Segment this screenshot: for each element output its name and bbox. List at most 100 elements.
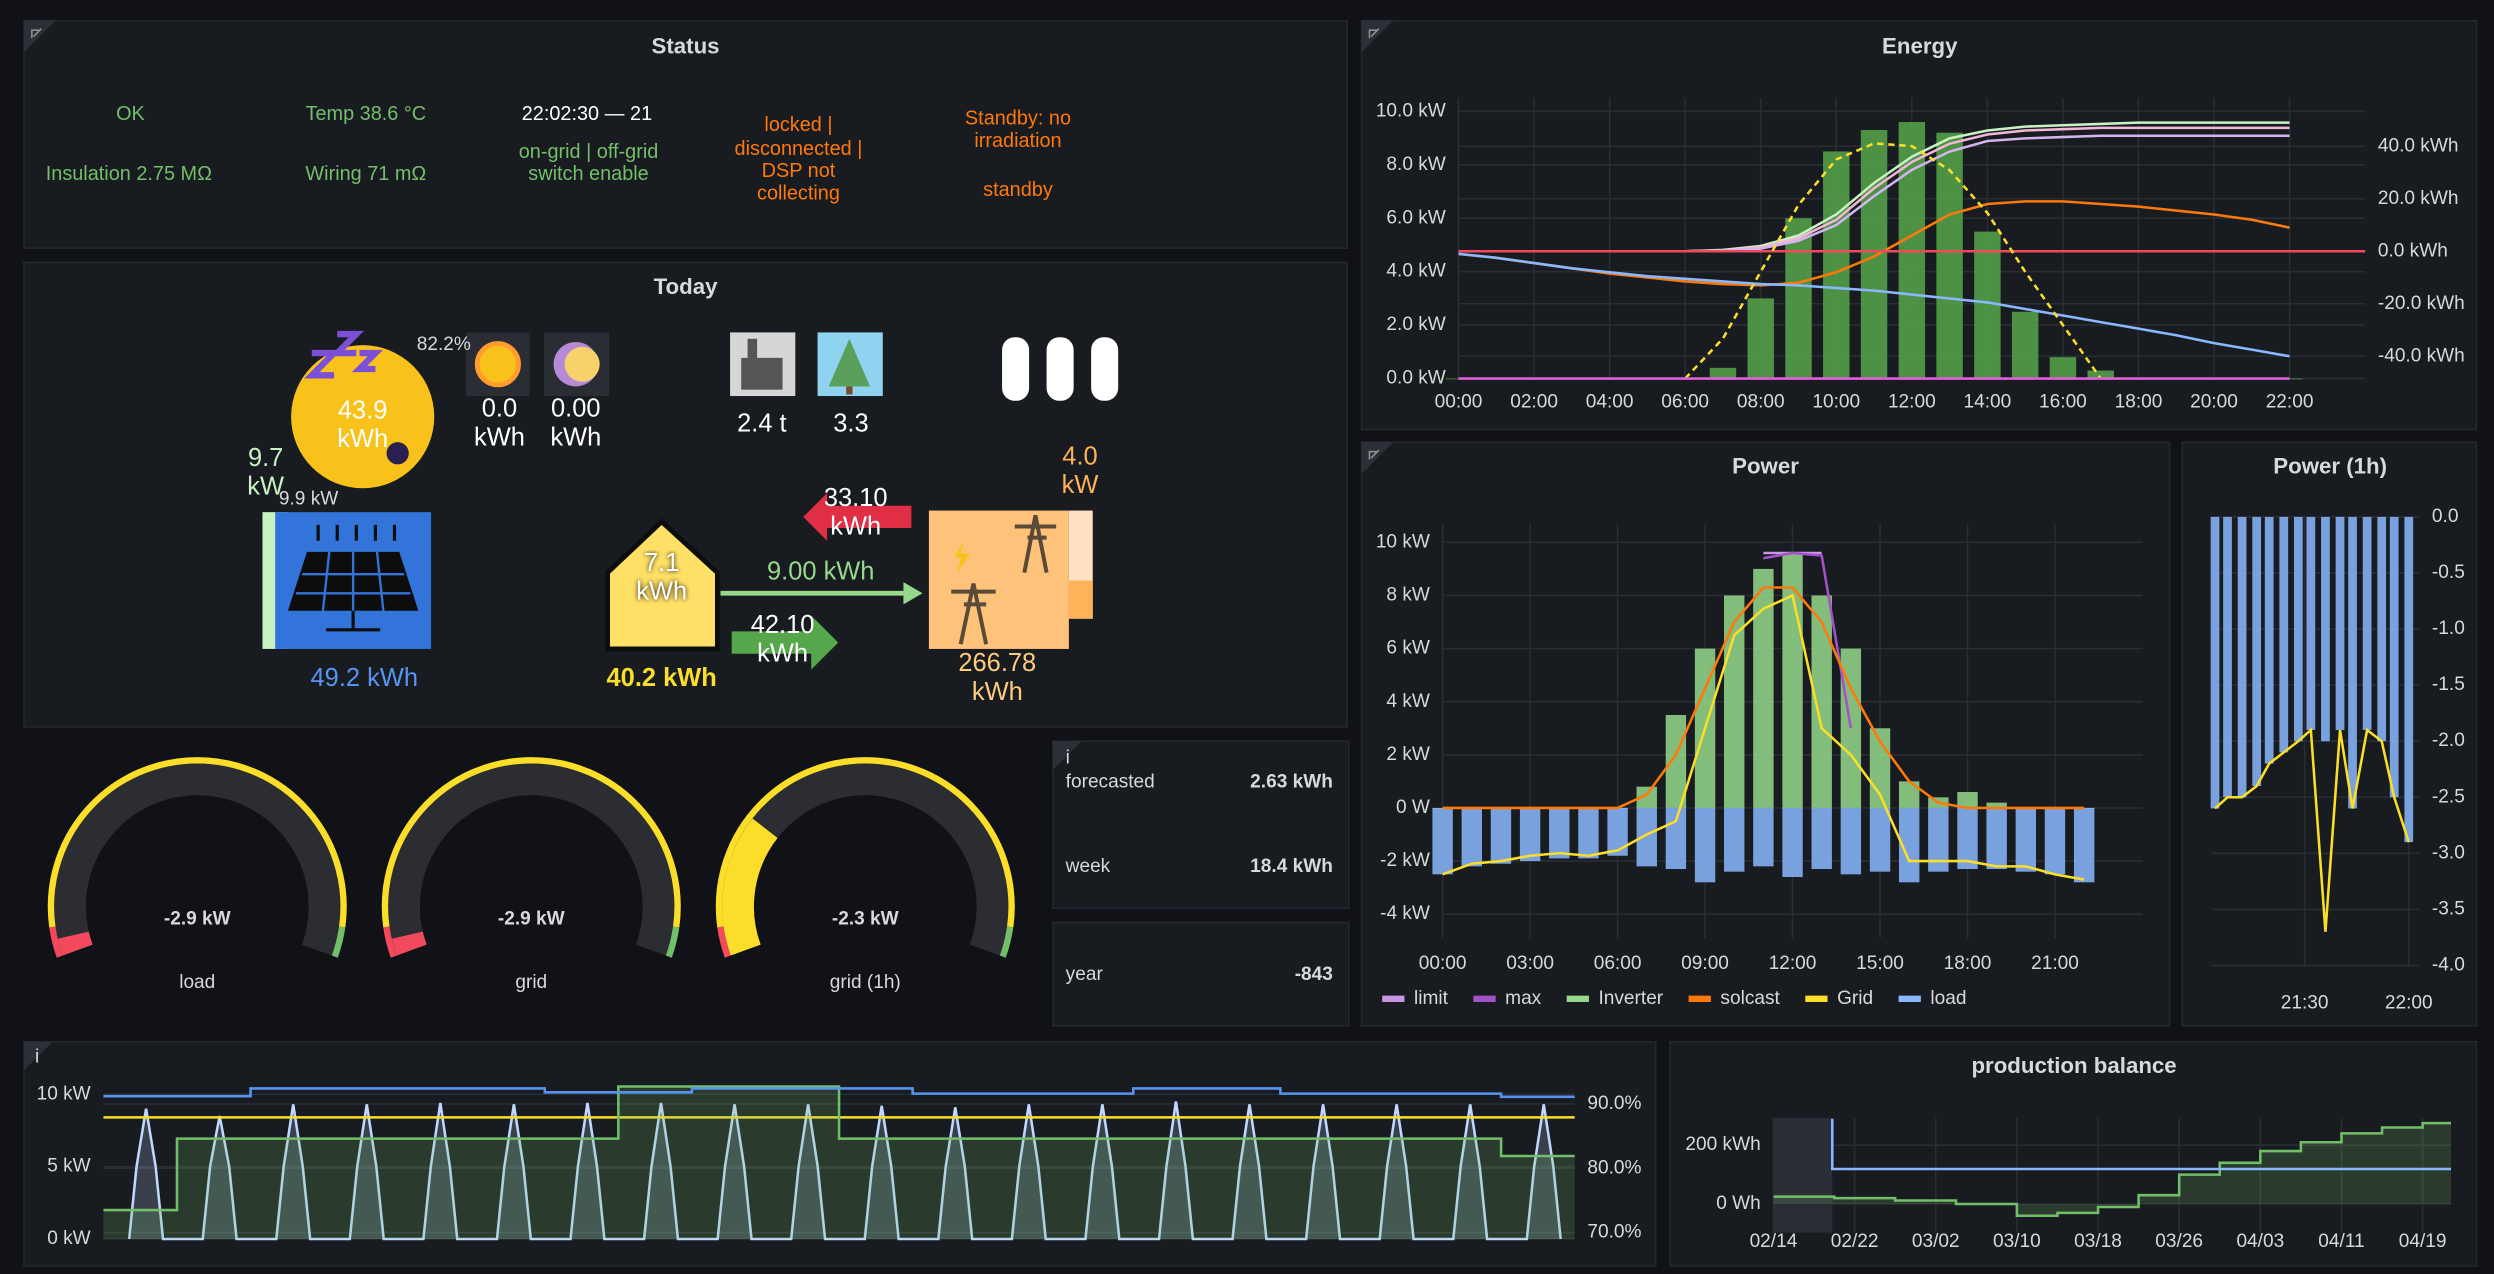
line <box>2214 727 2410 932</box>
bar <box>1860 130 1888 379</box>
x-tick-label: 09:00 <box>1681 953 1729 974</box>
status-state: disconnected | <box>735 138 863 160</box>
y-tick-label: 8.0 kW <box>1386 154 1445 175</box>
x-tick-label: 10:00 <box>1812 391 1860 412</box>
area-fill <box>1773 1123 2452 1216</box>
link-icons <box>31 28 1380 460</box>
status-switch: on-grid | off-grid <box>519 141 659 163</box>
today-panel <box>23 261 1348 728</box>
y2-tick-label: 70.0% <box>1587 1222 1641 1243</box>
house-energy-text: 7.1 kWh <box>636 550 688 606</box>
bar <box>2223 516 2232 798</box>
bar <box>1709 367 1737 379</box>
line <box>1458 252 2290 358</box>
grid-export-text: 42.10 kWh <box>750 612 815 669</box>
bar <box>2210 516 2220 809</box>
bar <box>2252 516 2262 787</box>
bar <box>2264 516 2274 764</box>
forecast-today: 0.0 kWh <box>474 396 525 452</box>
bar <box>2279 516 2289 753</box>
chart: Power (1h) 0.0 -0.5 -1.0 -1.5 -2.0 -2.5 -3.0 -3.… <box>2210 453 2465 1014</box>
bar <box>2087 370 2114 379</box>
y2-tick-label: 40.0 kWh <box>2378 135 2459 156</box>
y2-tick-label: -40.0 kWh <box>2378 345 2465 366</box>
week-label: week <box>1065 856 1111 877</box>
x-tick-label: 04/19 <box>2399 1231 2447 1252</box>
y-tick-label: 10.0 kW <box>1376 100 1446 121</box>
info-icon: i <box>1066 748 1070 769</box>
status-temp: Temp 38.6 °C <box>306 103 427 125</box>
bar <box>1936 132 1963 379</box>
x-tick-label: 02/22 <box>1831 1231 1879 1252</box>
y-tick-label: 6.0 kW <box>1386 207 1445 228</box>
line <box>1684 142 2102 380</box>
gauge-fill <box>722 818 778 956</box>
x-tick-label: 03/18 <box>2074 1231 2122 1252</box>
legend-label: Inverter <box>1598 988 1663 1009</box>
y-tick-label: 5 kW <box>47 1156 90 1177</box>
bar <box>1811 807 1832 870</box>
year-panel <box>1052 921 1350 1027</box>
y-tick-label: 2.0 kW <box>1386 314 1445 335</box>
y-tick-label: -3.5 <box>2432 898 2465 919</box>
bar <box>1549 807 1570 859</box>
status-time: 22:02:30 — 21 <box>522 103 652 125</box>
bar <box>1445 378 1472 380</box>
panel-title: Energy <box>1882 34 1958 59</box>
grid-import-text: 33.10 kWh <box>823 485 888 541</box>
gauge-threshold <box>715 757 1015 928</box>
self-use: 82.2% <box>417 334 471 355</box>
co2: 2.4 t <box>737 409 787 437</box>
sun-energy: 43.9 kWh <box>337 398 388 454</box>
bar <box>2321 516 2330 742</box>
y-tick-label: 0 Wh <box>1716 1193 1761 1214</box>
gauge-threshold <box>383 926 397 958</box>
bar <box>2335 516 2345 730</box>
bar <box>1519 807 1541 862</box>
line <box>127 1101 1562 1241</box>
x-tick-label: 21:30 <box>2281 993 2329 1014</box>
x-tick-label: 04/11 <box>2318 1231 2364 1252</box>
bar <box>2389 516 2399 798</box>
y-tick-label: 0.0 kW <box>1386 368 1445 389</box>
grid-import: 33.10 kWh <box>823 485 888 541</box>
grid-total-text: 266.78 kWh <box>958 650 1037 707</box>
forecast-today-text: 0.0 kWh <box>474 396 525 452</box>
y-tick-label: -0.5 <box>2432 562 2465 583</box>
legend-label: limit <box>1414 988 1449 1009</box>
bar <box>1694 807 1716 883</box>
x-tick-label: 06:00 <box>1594 953 1642 974</box>
bar <box>1578 807 1599 859</box>
status-panel <box>23 19 1348 249</box>
status-standby-reason: irradiation <box>974 130 1061 152</box>
legend-label: solcast <box>1720 988 1780 1009</box>
chart: production balance 0 Wh 200 kWh 02/14 02/22 0… <box>1685 1053 2452 1252</box>
x-tick-label: 04:00 <box>1586 391 1634 412</box>
pv-energy: 49.2 kWh <box>311 664 418 692</box>
gauge-threshold <box>665 926 680 958</box>
y-tick-label: 0.0 <box>2432 506 2459 527</box>
forecasted-label: forecasted <box>1066 772 1155 793</box>
panel-title: Power <box>1732 453 1799 478</box>
bar <box>1607 807 1628 856</box>
gauge-threshold <box>47 757 347 928</box>
forecast-tomorrow-text: 0.00 kWh <box>550 396 602 452</box>
x-tick-label: 21:00 <box>2031 953 2079 974</box>
self-consumed: 9.00 kWh <box>767 557 874 585</box>
info-icon: i <box>35 1047 39 1068</box>
bar <box>1898 807 1920 883</box>
x-tick-label: 02/14 <box>1750 1231 1798 1252</box>
status-wiring: Wiring 71 mΩ <box>305 163 426 185</box>
gauge-threshold <box>381 757 681 928</box>
grid-total: 266.78 kWh <box>958 650 1037 707</box>
bar <box>1636 786 1657 808</box>
gauge-track <box>54 763 341 956</box>
status-state: locked | <box>764 114 832 136</box>
gauge-fill <box>57 931 93 956</box>
x-tick-label: 03/26 <box>2155 1231 2203 1252</box>
x-tick-label: 02:00 <box>1510 391 1558 412</box>
bar <box>1986 802 2007 808</box>
legend-label: load <box>1930 988 1966 1009</box>
bar <box>2011 311 2039 379</box>
bar <box>1461 807 1482 867</box>
